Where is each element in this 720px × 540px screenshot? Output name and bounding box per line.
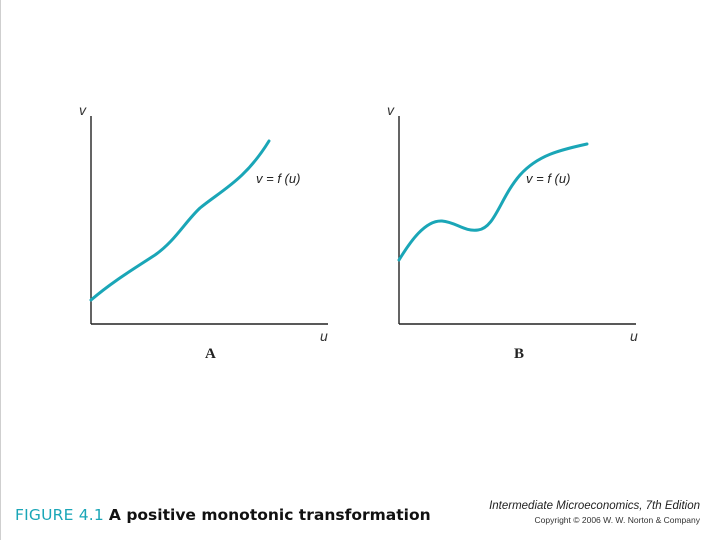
panel-b-y-axis-label: v	[387, 102, 394, 118]
panel-b-x-axis-label: u	[630, 328, 638, 344]
panel-a-x-axis-label: u	[320, 328, 328, 344]
figure-caption: FIGURE 4.1 A positive monotonic transfor…	[15, 506, 431, 524]
figure-title: A positive monotonic transformation	[108, 506, 431, 524]
panel-a-curve-label: v = f (u)	[256, 171, 301, 186]
panel-b-axes	[398, 116, 636, 325]
panel-a-y-axis-label: v	[79, 102, 86, 118]
panel-b-curve-label: v = f (u)	[526, 171, 571, 186]
panel-a-label: A	[205, 346, 216, 362]
figure-number: FIGURE 4.1	[15, 506, 104, 524]
panel-a-axes	[90, 116, 328, 325]
book-title: Intermediate Microeconomics, 7th Edition	[489, 500, 700, 512]
panel-b-curve	[397, 142, 589, 262]
panel-b-label: B	[514, 346, 525, 362]
panel-a-curve	[89, 139, 271, 302]
copyright-notice: Copyright © 2006 W. W. Norton & Company	[534, 515, 700, 525]
